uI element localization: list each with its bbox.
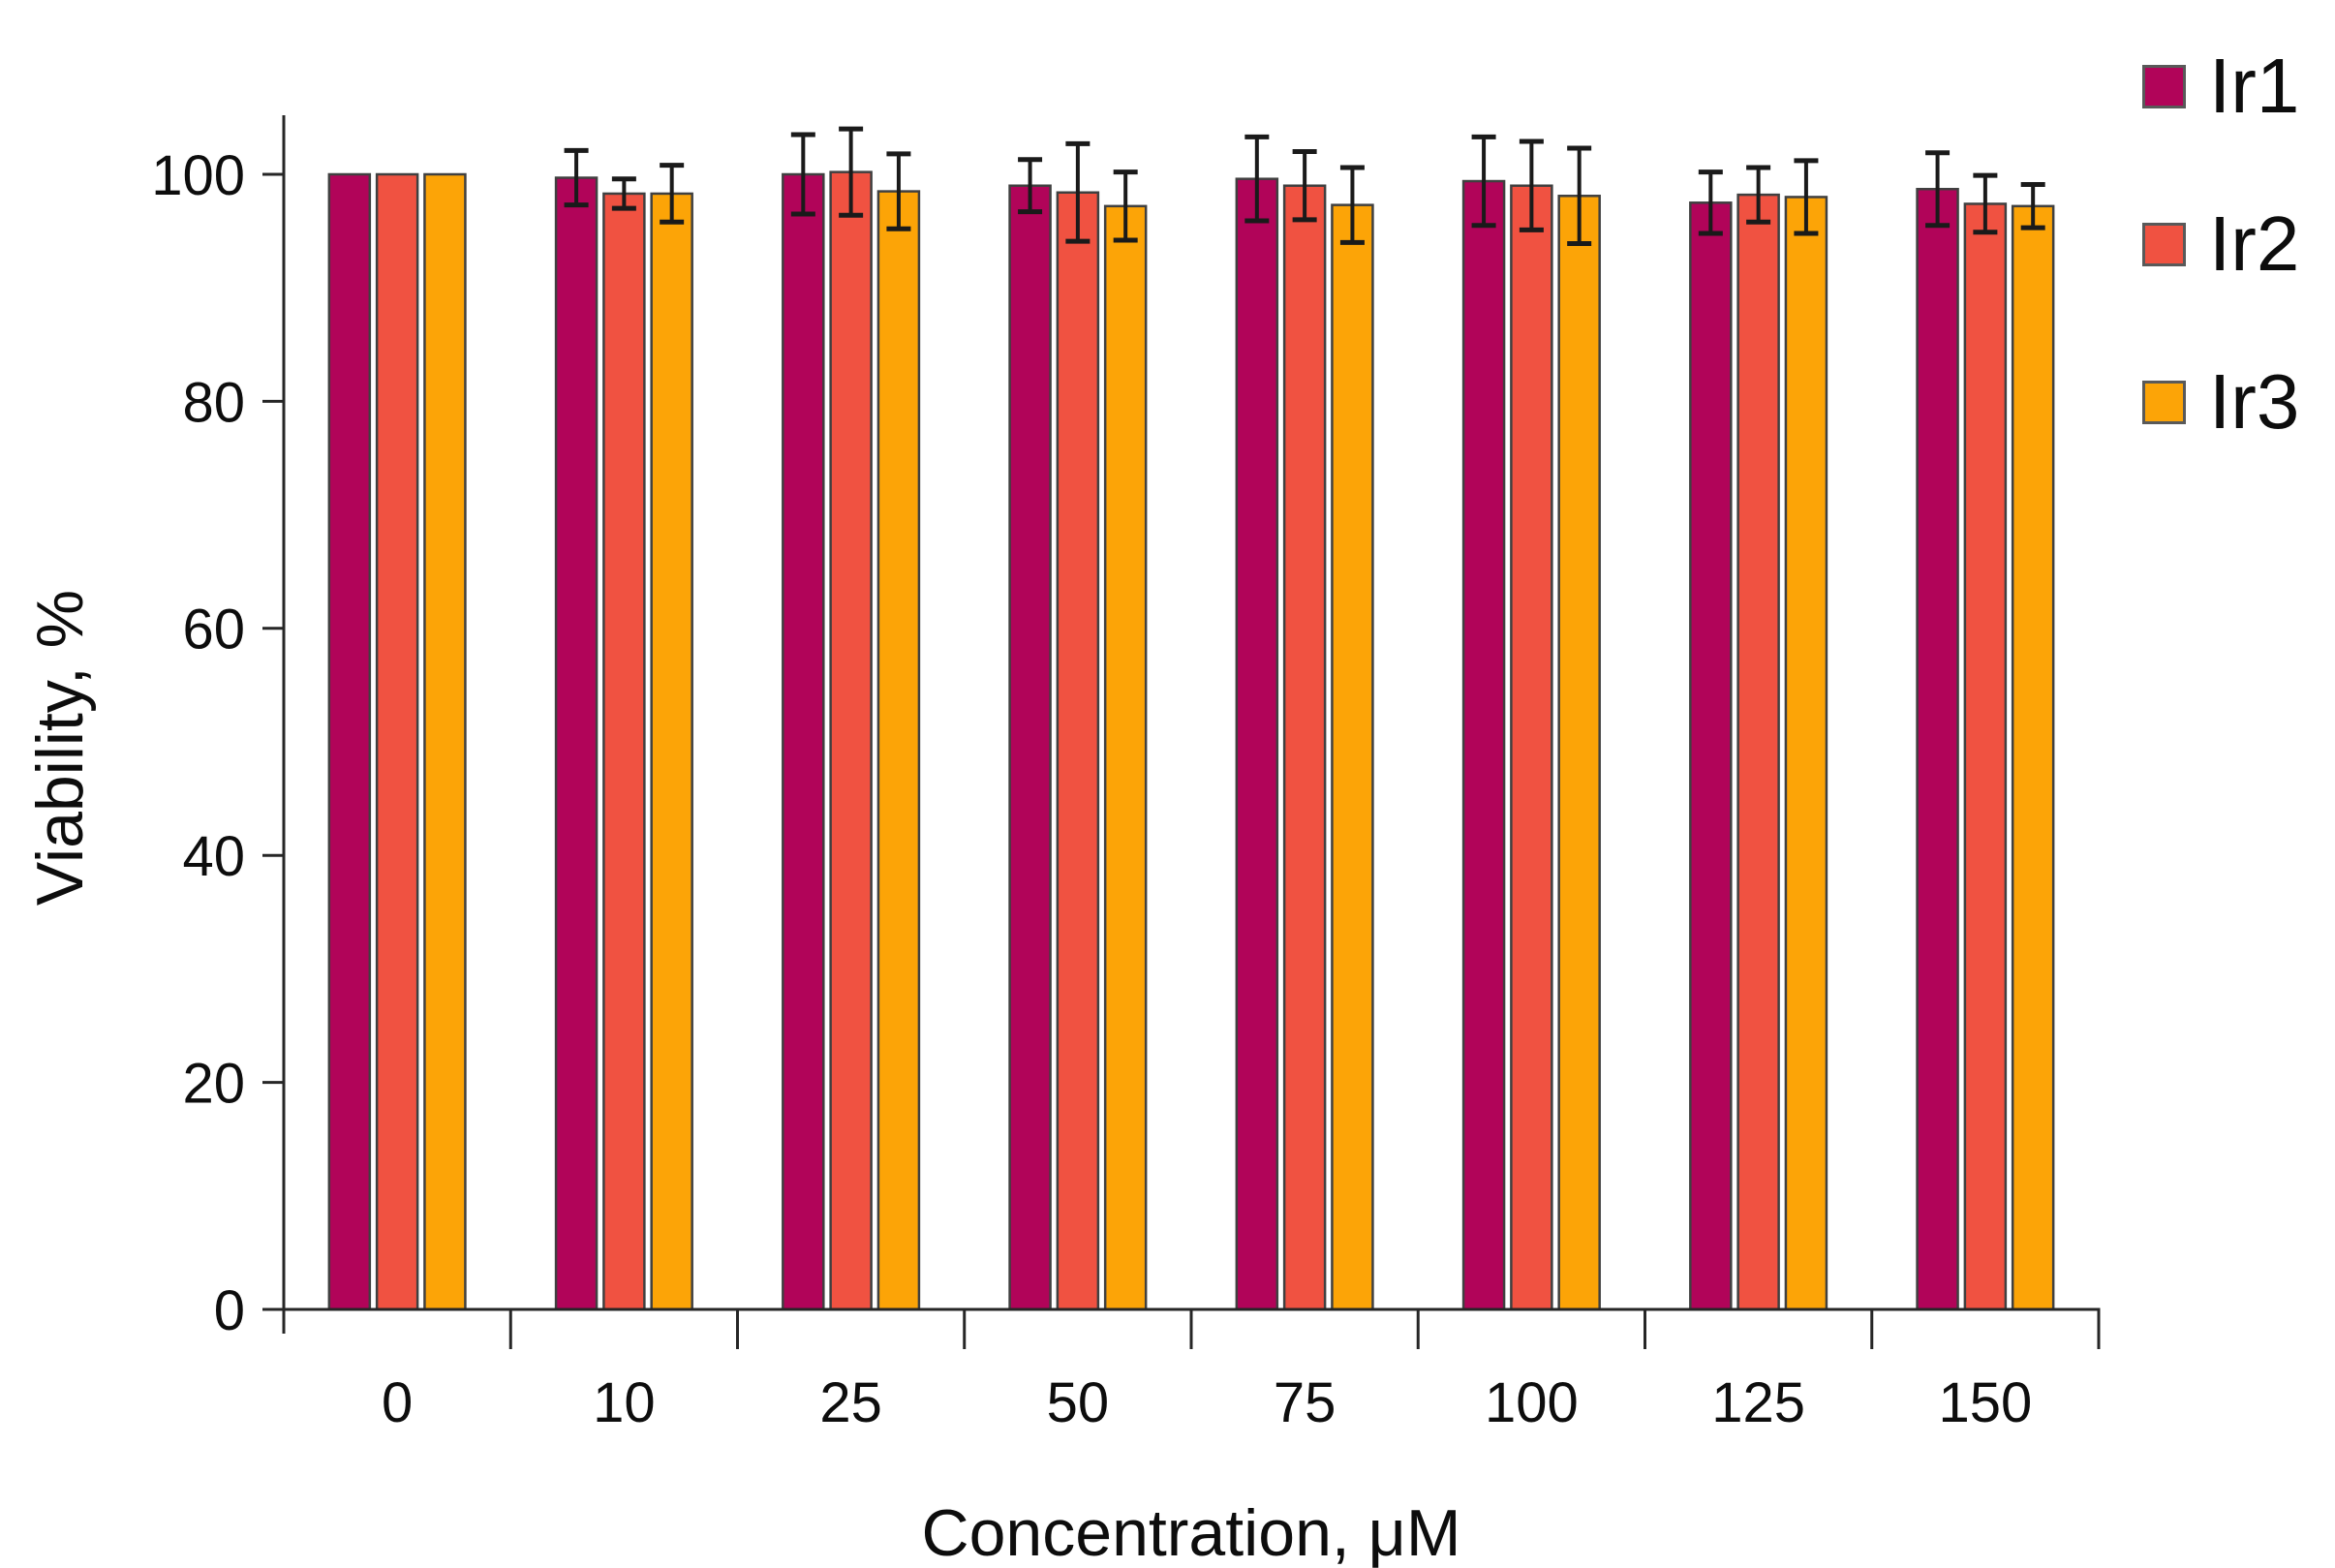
bar-ir1-100 bbox=[1461, 179, 1506, 1311]
bar-ir1-75 bbox=[1235, 177, 1279, 1311]
bar-ir3-10 bbox=[650, 192, 693, 1311]
bar-ir2-75 bbox=[1282, 184, 1327, 1311]
bar-ir1-10 bbox=[554, 176, 599, 1311]
bar-ir1-50 bbox=[1008, 184, 1052, 1311]
x-tick-label-10: 10 bbox=[593, 1371, 656, 1434]
legend-item-ir1: Ir1 bbox=[2142, 47, 2299, 125]
bar-ir2-0 bbox=[375, 172, 419, 1311]
bar-ir2-25 bbox=[829, 170, 873, 1311]
y-axis-title: Viability, % bbox=[23, 589, 97, 907]
bar-ir2-50 bbox=[1056, 191, 1100, 1311]
y-tick-label-80: 80 bbox=[182, 371, 245, 434]
bar-ir3-150 bbox=[2011, 204, 2055, 1311]
bar-ir3-0 bbox=[423, 172, 467, 1311]
x-tick-label-150: 150 bbox=[1938, 1371, 2032, 1434]
bar-ir2-150 bbox=[1963, 202, 2008, 1311]
legend-label-ir1: Ir1 bbox=[2209, 43, 2300, 129]
legend-label-ir3: Ir3 bbox=[2209, 358, 2300, 445]
bar-ir1-0 bbox=[327, 172, 372, 1311]
x-tick-label-0: 0 bbox=[382, 1371, 413, 1434]
x-tick-label-100: 100 bbox=[1485, 1371, 1579, 1434]
legend-label-ir2: Ir2 bbox=[2209, 200, 2300, 287]
bar-ir1-125 bbox=[1689, 201, 1733, 1311]
bar-ir2-125 bbox=[1736, 193, 1780, 1311]
y-tick-label-0: 0 bbox=[214, 1279, 245, 1342]
bar-ir2-100 bbox=[1510, 184, 1553, 1311]
bar-ir3-75 bbox=[1331, 203, 1374, 1311]
legend-swatch-ir1 bbox=[2142, 64, 2186, 108]
legend-swatch-ir3 bbox=[2142, 380, 2186, 424]
y-tick-label-20: 20 bbox=[182, 1052, 245, 1115]
y-tick-label-40: 40 bbox=[182, 825, 245, 888]
bar-ir3-25 bbox=[876, 190, 921, 1311]
bar-ir1-150 bbox=[1916, 187, 1959, 1311]
x-tick-label-75: 75 bbox=[1274, 1371, 1336, 1434]
legend: Ir1 Ir2 Ir3 bbox=[2142, 47, 2299, 441]
bar-ir1-25 bbox=[782, 172, 825, 1311]
legend-swatch-ir2 bbox=[2142, 222, 2186, 266]
bar-ir2-10 bbox=[602, 192, 646, 1311]
legend-item-ir3: Ir3 bbox=[2142, 363, 2299, 441]
y-tick-label-60: 60 bbox=[182, 599, 245, 661]
x-tick-label-50: 50 bbox=[1047, 1371, 1110, 1434]
legend-item-ir2: Ir2 bbox=[2142, 205, 2299, 283]
x-tick-label-25: 25 bbox=[819, 1371, 882, 1434]
y-tick-label-100: 100 bbox=[151, 144, 245, 207]
x-axis-title: Concentration, μM bbox=[921, 1496, 1461, 1568]
bar-ir3-125 bbox=[1784, 196, 1828, 1311]
x-tick-label-125: 125 bbox=[1711, 1371, 1805, 1434]
bar-ir3-50 bbox=[1103, 204, 1148, 1311]
bar-ir3-100 bbox=[1557, 195, 1601, 1311]
